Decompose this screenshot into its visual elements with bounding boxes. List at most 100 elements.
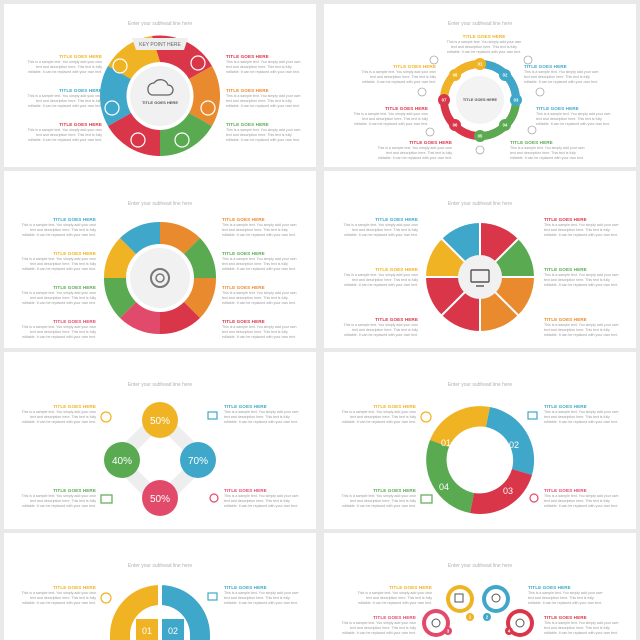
segment-label: 02 [168, 626, 178, 636]
text-block: TITLE GOES HERE This is a sample text. Yo… [21, 404, 96, 424]
text-block: TITLE GOES HERE This is a sample text. Yo… [357, 585, 432, 605]
text-block: TITLE GOES HERE This is a sample text. Yo… [222, 285, 297, 305]
user-icon [491, 593, 501, 603]
text-block: TITLE GOES HERE This is a sample text. Yo… [21, 488, 96, 508]
network-icon [454, 593, 464, 603]
slide-subtitle: Enter your subhead line here [447, 201, 513, 207]
user-icon [529, 493, 539, 503]
text-block: TITLE GOES HERE This is a sample text. Yo… [544, 217, 619, 237]
node-label: 02 [503, 73, 508, 78]
text-block: TITLE GOES HERE This is a sample text. Yo… [341, 488, 416, 508]
step-number: 2 [486, 615, 489, 620]
text-block: TITLE GOES HERE This is a sample text. Yo… [544, 317, 619, 337]
slide-subtitle: Enter your subhead line here [447, 563, 513, 569]
gear-icon [100, 592, 112, 604]
key-point-banner: KEY POINT HERE [139, 42, 181, 48]
text-block: TITLE GOES HERE This is a sample text. Yo… [226, 122, 301, 142]
text-block: TITLE GOES HERE This is a sample text. Yo… [377, 140, 452, 160]
node-label: 06 [453, 123, 458, 128]
slide-subtitle: Enter your subhead line here [127, 382, 193, 388]
monitor-icon [420, 494, 433, 504]
slide-2[interactable]: Enter your subhead line here 01 02 03 [324, 4, 636, 167]
text-block: TITLE GOES HERE This is a sample text. Yo… [21, 319, 96, 339]
segmented-ring-diagram [99, 35, 221, 157]
chat-icon [535, 87, 545, 97]
slide-8[interactable]: Enter your subhead line here 1 2 3 4 TIT… [324, 533, 636, 640]
slide-subtitle: Enter your subhead line here [127, 21, 193, 27]
octagon-cycle-diagram: 01 02 03 04 05 06 07 08 TITLE GOES HERE [417, 55, 545, 155]
text-block: TITLE GOES HERE This is a sample text. Yo… [528, 585, 603, 605]
cart-icon [207, 411, 218, 420]
search-icon [104, 100, 120, 116]
text-block: TITLE GOES HERE This is a sample text. Yo… [27, 54, 102, 74]
location-icon [130, 132, 146, 148]
text-block: TITLE GOES HERE This is a sample text. Yo… [353, 106, 428, 126]
text-block: TITLE GOES HERE This is a sample text. Yo… [226, 88, 301, 108]
node-label: 04 [503, 123, 508, 128]
node-label: 08 [453, 73, 458, 78]
cart-icon [200, 100, 216, 116]
hub-label: TITLE GOES HERE [463, 98, 498, 102]
segment-label: 01 [441, 438, 451, 448]
thumbs-up-icon [190, 55, 206, 71]
monitor-icon [470, 269, 490, 283]
text-block: TITLE GOES HERE This is a sample text. Yo… [343, 267, 418, 287]
hub-label: TITLE GOES HERE [141, 100, 178, 105]
text-block: TITLE GOES HERE This is a sample text. Yo… [446, 34, 522, 54]
text-block: TITLE GOES HERE This is a sample text. Yo… [224, 488, 299, 508]
text-block: TITLE GOES HERE This is a sample text. Yo… [222, 251, 297, 271]
pin-step-diagram: 1 2 3 4 [422, 585, 534, 637]
node-label: 05 [478, 134, 483, 139]
text-block: TITLE GOES HERE This is a sample text. Yo… [544, 488, 619, 508]
slide-4[interactable]: Enter your subhead line here TITLE GOES … [324, 171, 636, 348]
cart-icon [527, 411, 538, 420]
gear-icon [420, 411, 432, 423]
value-label: 40% [112, 456, 132, 467]
text-block: TITLE GOES HERE This is a sample text. Yo… [524, 64, 599, 84]
gear-icon [150, 268, 170, 288]
text-block: TITLE GOES HERE This is a sample text. Yo… [536, 106, 611, 126]
user-icon [523, 55, 533, 65]
text-block: TITLE GOES HERE This is a sample text. Yo… [341, 404, 416, 424]
value-label: 50% [150, 416, 170, 427]
monitor-icon [100, 494, 113, 504]
text-block: TITLE GOES HERE This is a sample text. Yo… [341, 615, 416, 635]
segment-label: 03 [503, 486, 513, 496]
segment-label: 02 [509, 440, 519, 450]
text-block: TITLE GOES HERE This is a sample text. Yo… [21, 585, 96, 605]
slide-7[interactable]: Enter your subhead line here 01 02 TITLE… [4, 533, 316, 640]
slide-subtitle: Enter your subhead line here [447, 21, 513, 27]
phone-icon [425, 127, 435, 137]
segment-label: 01 [142, 626, 152, 636]
slide-3[interactable]: Enter your subhead line here TITLE GOES … [4, 171, 316, 348]
segment-shape [99, 66, 131, 126]
step-number: 3 [447, 629, 450, 634]
text-block: TITLE GOES HERE This is a sample text. Yo… [361, 64, 436, 84]
slide-6[interactable]: Enter your subhead line here 01 02 03 04… [324, 352, 636, 529]
slide-1[interactable]: Enter your subhead line here KEY POINT H… [4, 4, 316, 167]
pie-icon [431, 618, 441, 628]
slide-subtitle: Enter your subhead line here [127, 563, 193, 569]
lock-icon [417, 87, 427, 97]
text-block: TITLE GOES HERE This is a sample text. Yo… [343, 317, 418, 337]
text-block: TITLE GOES HERE This is a sample text. Yo… [544, 615, 619, 635]
puzzle-ring-diagram [103, 221, 217, 335]
node-label: 07 [442, 98, 447, 103]
text-block: TITLE GOES HERE This is a sample text. Yo… [224, 404, 299, 424]
text-block: TITLE GOES HERE This is a sample text. Yo… [222, 217, 297, 237]
slide-5[interactable]: Enter your subhead line here 50% 40% 70%… [4, 352, 316, 529]
download-icon [174, 132, 190, 148]
text-block: TITLE GOES HERE This is a sample text. Yo… [544, 267, 619, 287]
user-icon [209, 493, 219, 503]
text-block: TITLE GOES HERE This is a sample text. Yo… [27, 88, 102, 108]
text-block: TITLE GOES HERE This is a sample text. Yo… [27, 122, 102, 142]
text-block: TITLE GOES HERE This is a sample text. Yo… [544, 404, 619, 424]
node-label: 01 [478, 62, 483, 67]
gear-icon [100, 411, 112, 423]
monitor-icon [112, 58, 128, 74]
cart-icon [207, 592, 218, 601]
wifi-icon [527, 125, 537, 135]
value-label: 70% [188, 456, 208, 467]
node-label: 03 [514, 98, 519, 103]
